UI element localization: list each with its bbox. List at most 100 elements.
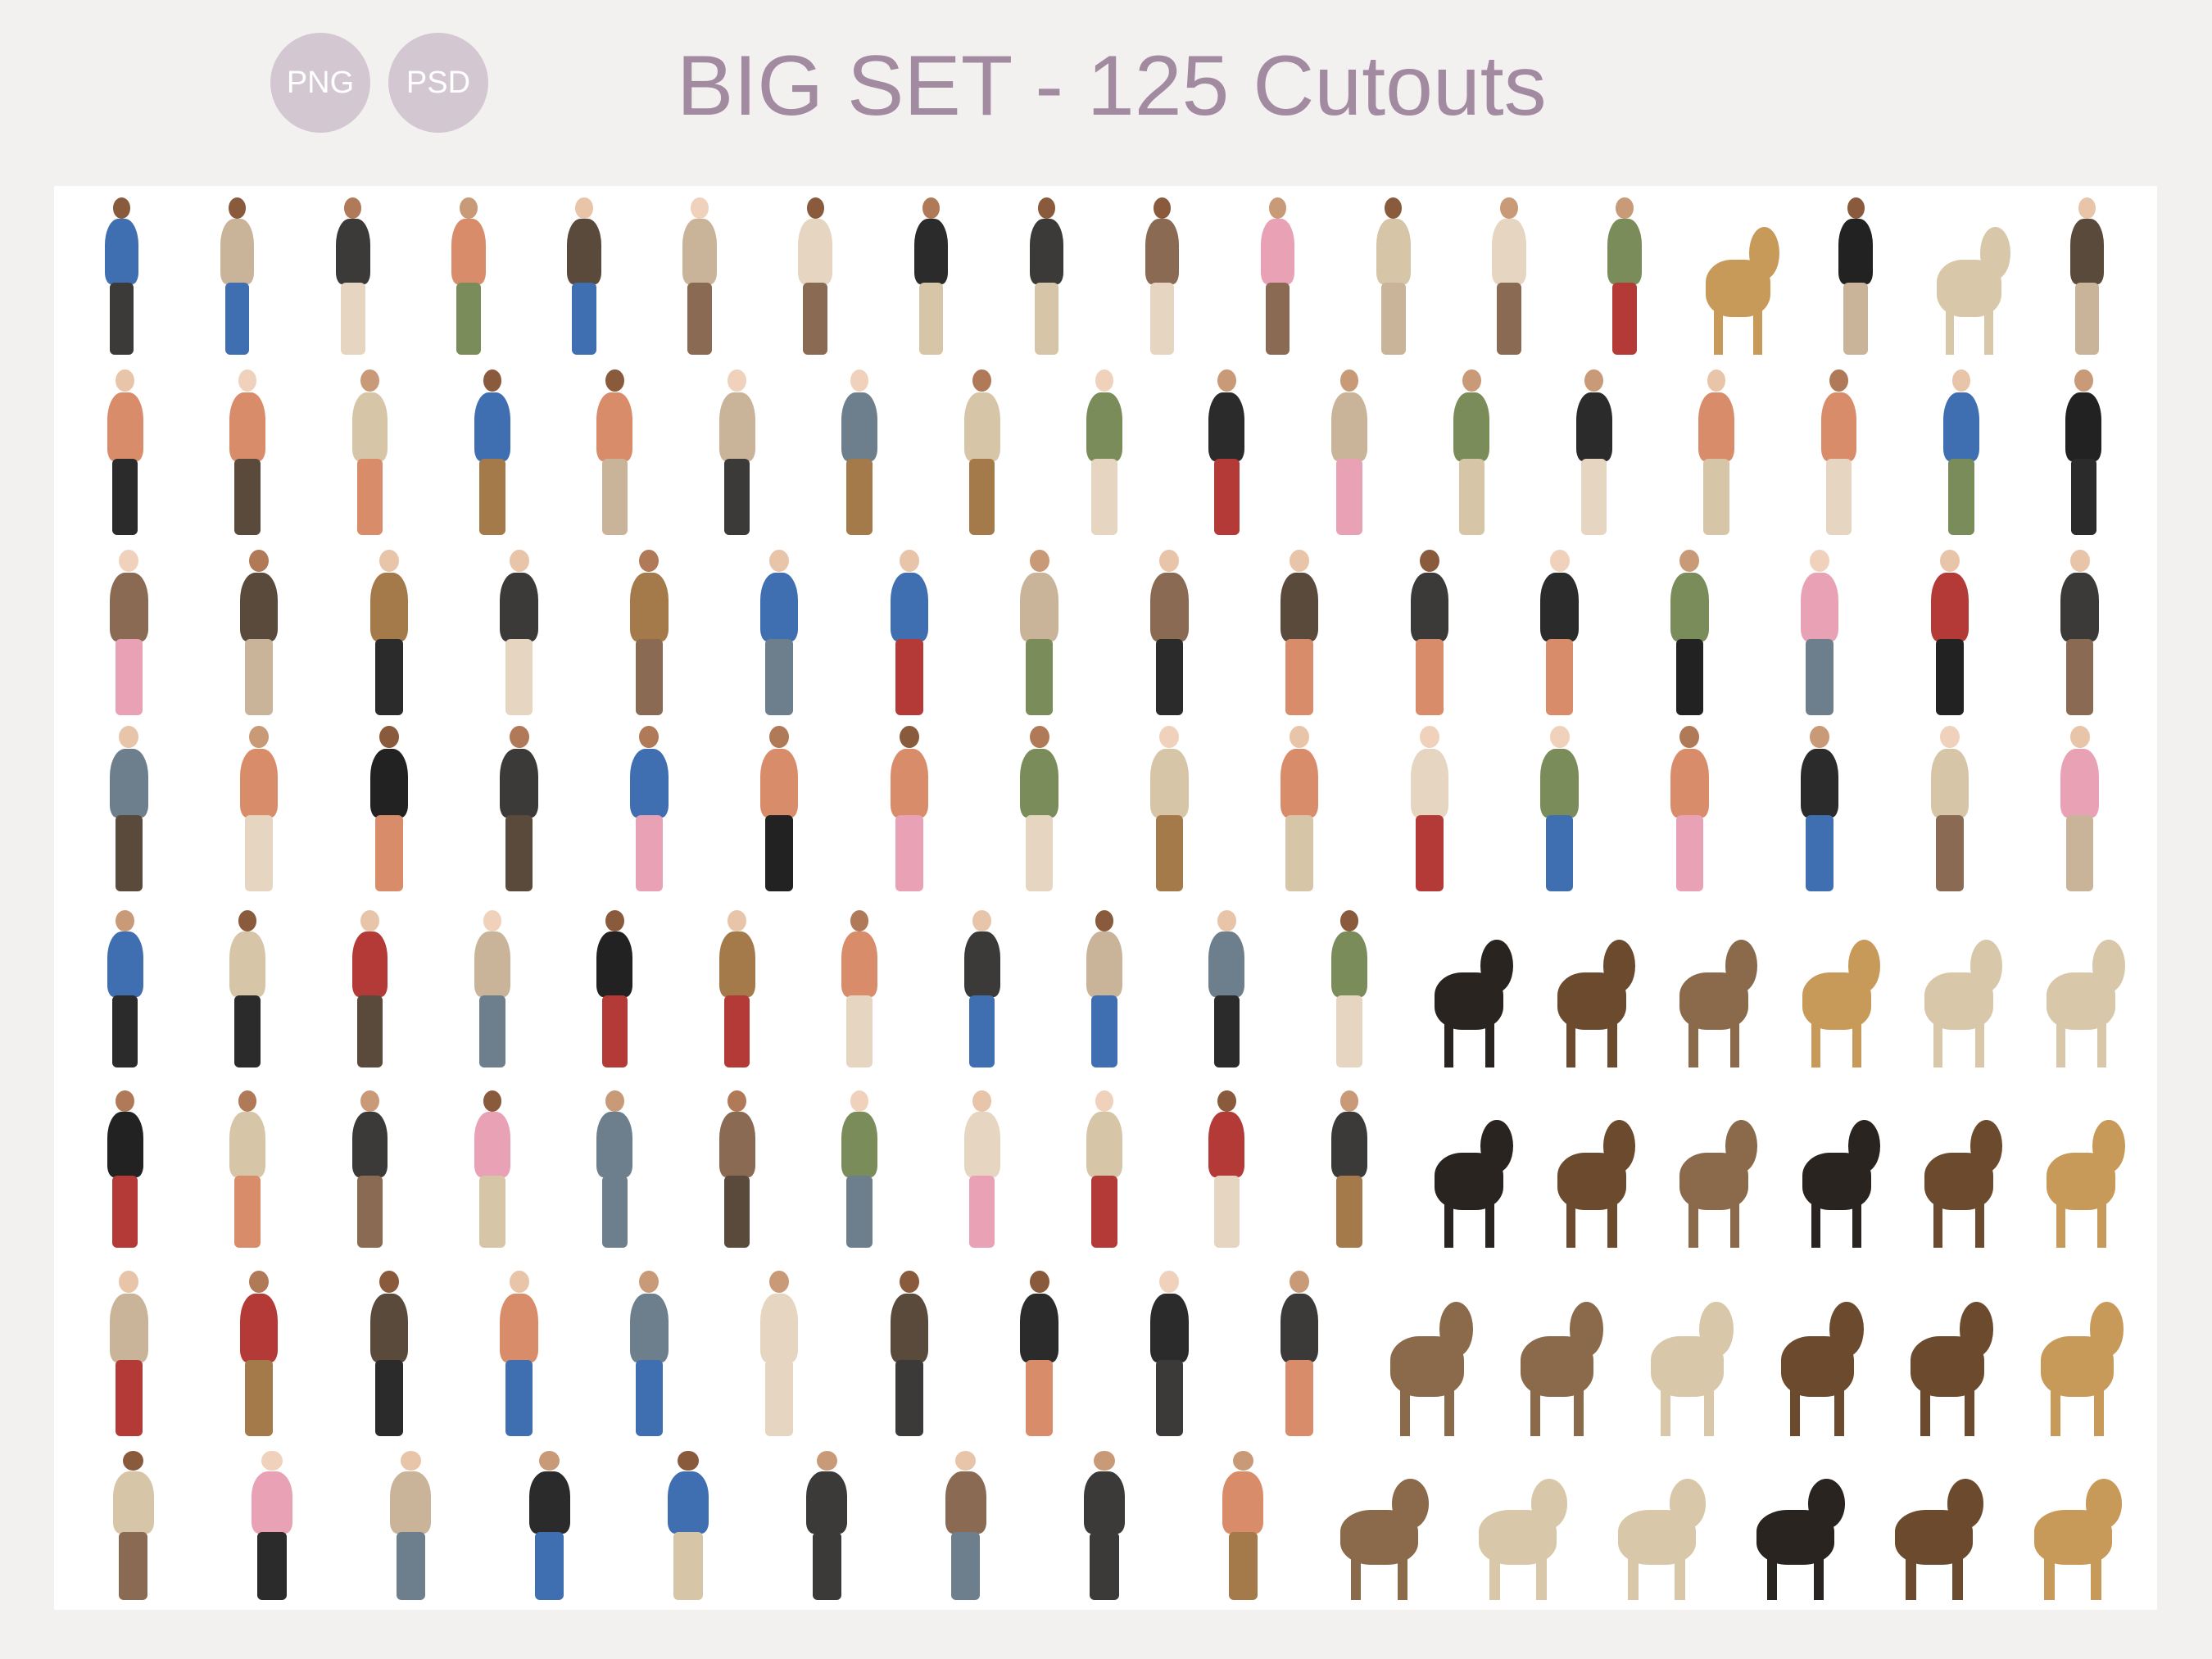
dog-cutout xyxy=(1548,1087,1640,1251)
person-cutout xyxy=(589,1087,641,1251)
person-cutout xyxy=(1272,546,1327,718)
person-cutout xyxy=(222,1087,274,1251)
psd-badge: PSD xyxy=(388,33,488,133)
person-cutout xyxy=(752,546,807,718)
person-cutout xyxy=(1201,1087,1253,1251)
person-cutout xyxy=(1323,907,1375,1071)
person-cutout xyxy=(752,1267,807,1439)
person-cutout xyxy=(834,907,886,1071)
person-cutout xyxy=(1691,366,1743,538)
person-cutout xyxy=(936,1448,995,1603)
person-cutout xyxy=(99,366,151,538)
dog-cutout xyxy=(1330,1448,1434,1603)
person-cutout xyxy=(104,1448,162,1603)
person-cutout xyxy=(344,907,396,1071)
person-cutout xyxy=(2052,546,2107,718)
dog-cutout xyxy=(1928,194,2015,358)
person-cutout xyxy=(589,366,641,538)
person-cutout xyxy=(589,907,641,1071)
person-cutout xyxy=(1201,366,1253,538)
person-cutout xyxy=(520,1448,578,1603)
person-cutout xyxy=(907,194,955,358)
person-cutout xyxy=(1600,194,1648,358)
person-cutout xyxy=(1446,366,1498,538)
person-cutout xyxy=(102,1267,156,1439)
person-cutout xyxy=(102,723,156,895)
person-cutout xyxy=(344,366,396,538)
person-cutout xyxy=(1022,194,1071,358)
dog-cutout xyxy=(2024,1448,2128,1603)
person-cutout xyxy=(492,546,546,718)
person-cutout xyxy=(711,907,763,1071)
person-cutout xyxy=(232,546,287,718)
person-cutout xyxy=(834,1087,886,1251)
person-cutout xyxy=(882,1267,937,1439)
person-cutout xyxy=(329,194,377,358)
person-cutout xyxy=(956,907,1008,1071)
dog-cutout xyxy=(1771,1267,1869,1439)
person-cutout xyxy=(1923,546,1978,718)
person-cutout xyxy=(1936,366,1988,538)
person-cutout xyxy=(1323,366,1375,538)
person-cutout xyxy=(1012,723,1067,895)
person-cutout xyxy=(2052,723,2107,895)
person-cutout xyxy=(956,1087,1008,1251)
person-cutout xyxy=(243,1448,301,1603)
person-cutout xyxy=(492,1267,546,1439)
person-cutout xyxy=(1079,907,1131,1071)
person-cutout xyxy=(1484,194,1533,358)
person-cutout xyxy=(791,194,840,358)
page-title: BIG SET - 125 Cutouts xyxy=(677,38,1547,134)
dog-cutout xyxy=(1901,1267,1998,1439)
dog-cutout xyxy=(1641,1267,1738,1439)
person-cutout xyxy=(1568,366,1620,538)
person-cutout xyxy=(1253,194,1302,358)
dog-cutout xyxy=(1426,907,1517,1071)
person-cutout xyxy=(467,366,519,538)
person-cutout xyxy=(1793,546,1847,718)
cutouts-collage xyxy=(54,186,2157,1610)
person-cutout xyxy=(1369,194,1417,358)
dog-cutout xyxy=(1380,1267,1478,1439)
person-cutout xyxy=(1214,1448,1272,1603)
person-cutout xyxy=(1813,366,1865,538)
person-cutout xyxy=(622,1267,677,1439)
person-cutout xyxy=(2063,194,2111,358)
person-cutout xyxy=(1832,194,1880,358)
person-cutout xyxy=(1142,1267,1197,1439)
person-cutout xyxy=(492,723,546,895)
person-cutout xyxy=(222,907,274,1071)
person-cutout xyxy=(1012,1267,1067,1439)
person-cutout xyxy=(711,366,763,538)
person-cutout xyxy=(560,194,608,358)
dog-cutout xyxy=(1793,907,1884,1071)
person-cutout xyxy=(659,1448,717,1603)
person-cutout xyxy=(1142,723,1197,895)
dog-cutout xyxy=(1915,907,2007,1071)
dog-cutout xyxy=(1670,907,1762,1071)
person-cutout xyxy=(99,907,151,1071)
person-cutout xyxy=(222,366,274,538)
person-cutout xyxy=(1075,1448,1133,1603)
dog-cutout xyxy=(1915,1087,2007,1251)
person-cutout xyxy=(1079,1087,1131,1251)
person-cutout xyxy=(882,723,937,895)
person-cutout xyxy=(1142,546,1197,718)
person-cutout xyxy=(1272,1267,1327,1439)
person-cutout xyxy=(752,723,807,895)
person-cutout xyxy=(834,366,886,538)
person-cutout xyxy=(444,194,492,358)
person-cutout xyxy=(882,546,937,718)
person-cutout xyxy=(711,1087,763,1251)
person-cutout xyxy=(1532,546,1587,718)
person-cutout xyxy=(798,1448,856,1603)
person-cutout xyxy=(1403,546,1457,718)
person-cutout xyxy=(1793,723,1847,895)
person-cutout xyxy=(1138,194,1186,358)
person-cutout xyxy=(362,723,417,895)
person-cutout xyxy=(1403,723,1457,895)
person-cutout xyxy=(2058,366,2110,538)
dog-cutout xyxy=(1607,1448,1711,1603)
person-cutout xyxy=(232,1267,287,1439)
dog-cutout xyxy=(1426,1087,1517,1251)
